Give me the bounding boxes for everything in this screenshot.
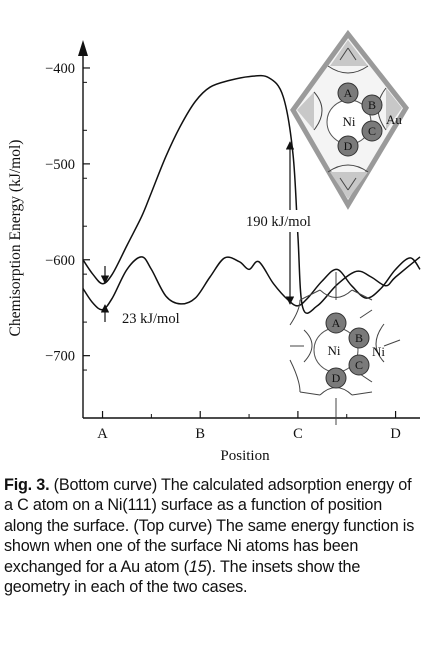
series-lines: [82, 74, 421, 314]
inset-bottom-atom-b: [348, 327, 370, 349]
inset-top-label-c: C: [368, 124, 376, 138]
y-tick-label: −600: [45, 253, 75, 269]
y-tick-label: −700: [45, 349, 75, 365]
inset-top-grey-left: [297, 92, 314, 130]
inset-bottom-center-label: Ni: [328, 343, 341, 358]
y-tick-label: −400: [45, 61, 75, 77]
inset-top-label-a: A: [344, 86, 353, 100]
inset-bottom-atom-c: [348, 354, 370, 376]
inset-top-label-b: B: [368, 98, 376, 112]
inset-bottom-label-a: A: [332, 316, 341, 330]
y-axis-label: Chemisorption Energy (kJ/mol): [7, 140, 24, 337]
inset-top: A B C D Ni Au: [290, 29, 410, 210]
y-ticks: −400 −500 −600 −700: [45, 61, 90, 419]
figure-caption: Fig. 3. (Bottom curve) The calculated ad…: [4, 475, 418, 597]
inset-bottom-label-d: D: [332, 371, 341, 385]
inset-top-atom-c: [361, 120, 383, 142]
y-tick-label: −500: [45, 157, 75, 173]
inset-bottom-label-b: B: [355, 331, 363, 345]
inset-top-grey-top: [330, 40, 368, 66]
inset-top-side-label: Au: [386, 112, 402, 127]
inset-top-atom-d: [337, 135, 359, 157]
inset-top-atom-a: [337, 82, 359, 104]
series-line-bottom: [82, 256, 421, 311]
inset-top-atom-b: [361, 94, 383, 116]
inset-bottom-bonds: [289, 272, 401, 425]
inset-bottom: A B C D Ni Ni: [289, 272, 401, 425]
series-line-top: [82, 74, 421, 314]
annotation-190-label: 190 kJ/mol: [246, 214, 311, 230]
inset-top-grey-bottom: [330, 172, 368, 199]
inset-bottom-label-c: C: [355, 358, 363, 372]
x-tick-label: D: [390, 426, 400, 442]
x-axis-label: Position: [220, 448, 270, 464]
inset-bottom-side-label: Ni: [372, 344, 385, 359]
x-ticks: A B C D: [97, 411, 401, 442]
inset-bottom-atom-d: [325, 367, 347, 389]
caption-ref: 15: [188, 557, 207, 576]
inset-top-label-d: D: [344, 139, 353, 153]
inset-top-center-label: Ni: [343, 114, 356, 129]
caption-text-1: (Bottom curve) The calculated adsorption…: [4, 476, 415, 576]
x-tick-label: A: [97, 426, 108, 442]
inset-bottom-atom-a: [325, 312, 347, 334]
caption-fig-label: Fig. 3.: [4, 476, 50, 494]
inset-top-bonds: [313, 47, 387, 191]
x-tick-label: C: [293, 426, 303, 442]
inset-top-grey-right: [386, 88, 402, 130]
annotation-23-label: 23 kJ/mol: [122, 311, 180, 327]
annotation-190-bg: [242, 210, 326, 232]
x-tick-label: B: [195, 426, 205, 442]
caption-text-2: ). The insets show the geometry in each …: [4, 557, 361, 597]
y-axis-arrow: [78, 40, 88, 56]
